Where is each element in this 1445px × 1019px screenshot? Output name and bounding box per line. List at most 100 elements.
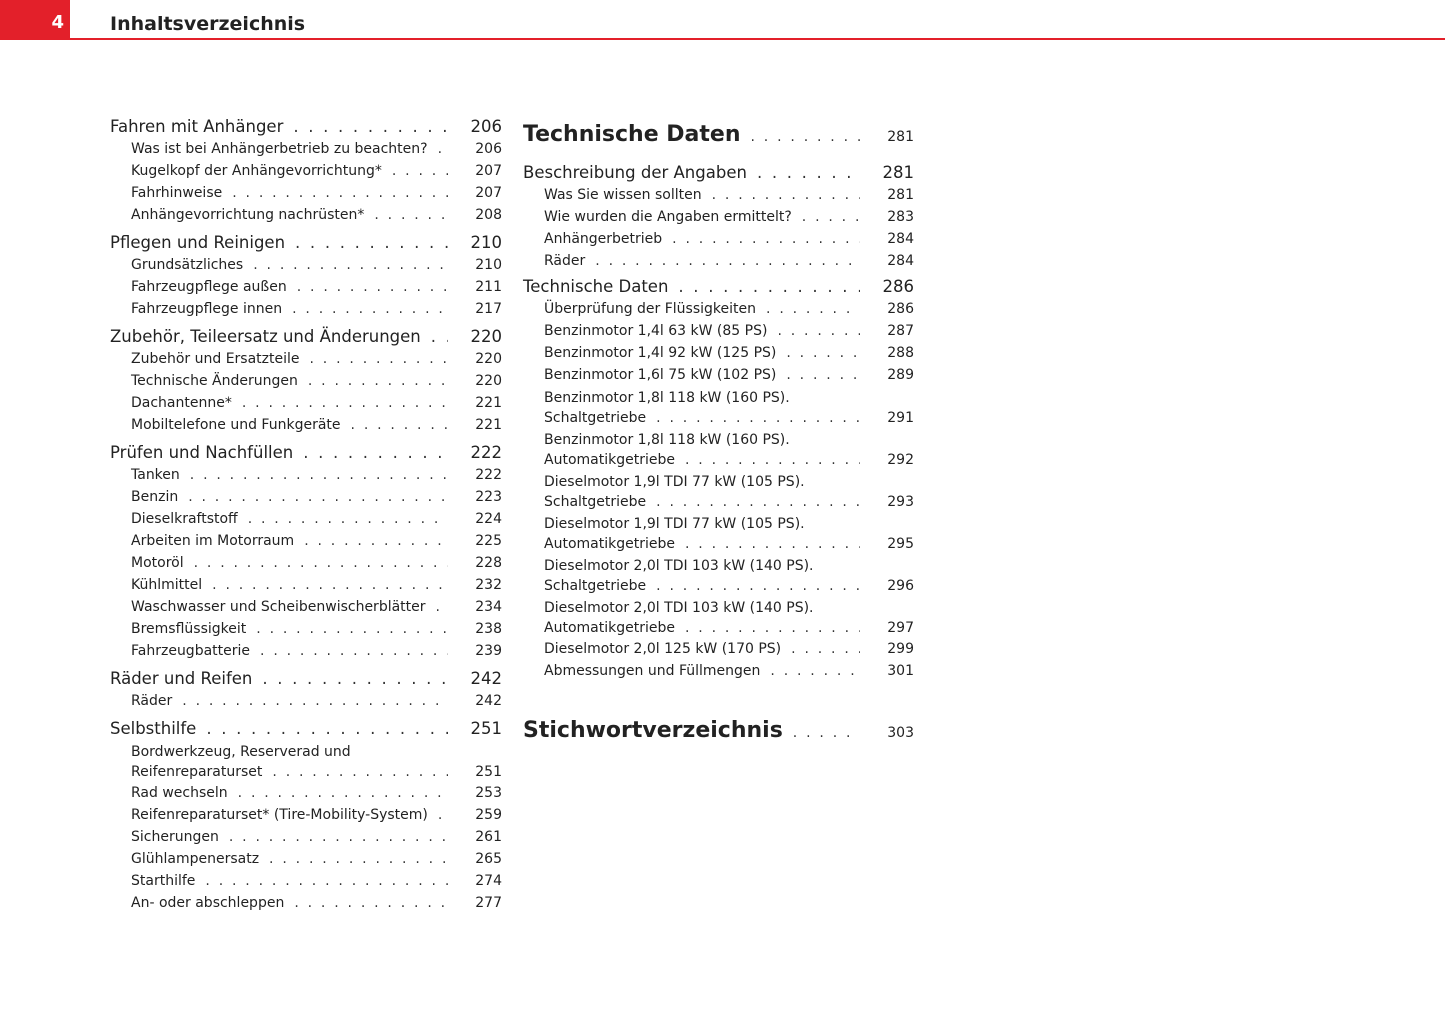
toc-subentry[interactable]: Fahrzeugbatterie 239	[110, 640, 502, 662]
toc-section[interactable]: Beschreibung der Angaben 281	[523, 162, 914, 184]
toc-section[interactable]: Fahren mit Anhänger 206	[110, 116, 502, 138]
entry-page: 207	[475, 185, 502, 201]
entry-page: 228	[475, 555, 502, 571]
entry-title: Automatikgetriebe	[544, 536, 675, 552]
toc-subentry[interactable]: Was Sie wissen sollten 281	[523, 184, 914, 206]
toc-entry[interactable]: Automatikgetriebe 295	[544, 534, 914, 554]
toc-subentry[interactable]: Was ist bei Anhängerbetrieb zu beachten?…	[110, 138, 502, 160]
toc-subentry[interactable]: Dieselmotor 2,0l 125 kW (170 PS) 299	[523, 638, 914, 660]
toc-subentry[interactable]: Fahrzeugpflege außen 211	[110, 276, 502, 298]
toc-subentry[interactable]: Benzinmotor 1,6l 75 kW (102 PS) 289	[523, 364, 914, 386]
toc-subentry[interactable]: Fahrzeugpflege innen 217	[110, 298, 502, 320]
toc-entry[interactable]: Automatikgetriebe 292	[544, 450, 914, 470]
toc-subentry[interactable]: Tanken 222	[110, 464, 502, 486]
toc-entry[interactable]: Schaltgetriebe 293	[544, 492, 914, 512]
entry-title: Wie wurden die Angaben ermittelt?	[544, 209, 792, 225]
entry-title-line1: Dieselmotor 2,0l TDI 103 kW (140 PS).	[544, 558, 814, 574]
toc-entry-multiline: Dieselmotor 2,0l TDI 103 kW (140 PS). Sch…	[523, 557, 914, 596]
dot-leader	[248, 508, 448, 530]
toc-subentry[interactable]: Waschwasser und Scheibenwischerblätter 23…	[110, 596, 502, 618]
toc-subentry[interactable]: Kühlmittel 232	[110, 574, 502, 596]
toc-subentry[interactable]: Glühlampenersatz 265	[110, 848, 502, 870]
entry-title: Fahren mit Anhänger	[110, 117, 284, 136]
toc-subentry[interactable]: Dachantenne* 221	[110, 392, 502, 414]
dot-leader	[685, 618, 860, 638]
entry-page: 286	[887, 301, 914, 317]
toc-subentry[interactable]: Reifenreparaturset* (Tire-Mobility-Syste…	[110, 804, 502, 826]
entry-page: 206	[470, 117, 503, 136]
toc-section[interactable]: Technische Daten 281	[523, 120, 914, 152]
toc-subentry[interactable]: Technische Änderungen 220	[110, 370, 502, 392]
toc-subentry[interactable]: Benzinmotor 1,4l 63 kW (85 PS) 287	[523, 320, 914, 342]
toc-subentry[interactable]: Arbeiten im Motorraum 225	[110, 530, 502, 552]
entry-page: 253	[475, 785, 502, 801]
toc-entry-multiline: Dieselmotor 1,9l TDI 77 kW (105 PS). Auto…	[523, 515, 914, 554]
toc-subentry[interactable]: Kugelkopf der Anhängevorrichtung* 207	[110, 160, 502, 182]
dot-leader	[672, 228, 860, 250]
entry-page: 277	[475, 895, 502, 911]
entry-page: 283	[887, 209, 914, 225]
dot-leader	[438, 138, 448, 160]
toc-section[interactable]: Prüfen und Nachfüllen 222	[110, 442, 502, 464]
toc-subentry[interactable]: Räder 242	[110, 690, 502, 712]
entry-title: Prüfen und Nachfüllen	[110, 443, 294, 462]
toc-subentry[interactable]: Mobiltelefone und Funkgeräte 221	[110, 414, 502, 436]
dot-leader	[292, 298, 448, 320]
toc-section[interactable]: Stichwortverzeichnis 303	[523, 716, 914, 748]
entry-page: 288	[887, 345, 914, 361]
toc-subentry[interactable]: Anhängevorrichtung nachrüsten* 208	[110, 204, 502, 226]
toc-entry[interactable]: Automatikgetriebe 297	[544, 618, 914, 638]
toc-section[interactable]: Zubehör, Teileersatz und Änderungen 220	[110, 326, 502, 348]
toc-subentry[interactable]: Sicherungen 261	[110, 826, 502, 848]
entry-page: 281	[887, 187, 914, 203]
toc-subentry[interactable]: Überprüfung der Flüssigkeiten 286	[523, 298, 914, 320]
entry-title-line1: Dieselmotor 1,9l TDI 77 kW (105 PS).	[544, 516, 805, 532]
dot-leader	[802, 206, 860, 228]
toc-subentry[interactable]: Anhängerbetrieb 284	[523, 228, 914, 250]
dot-leader	[595, 250, 860, 272]
entry-page: 238	[475, 621, 502, 637]
toc-subentry[interactable]: Wie wurden die Angaben ermittelt? 283	[523, 206, 914, 228]
toc-subentry[interactable]: Benzinmotor 1,4l 92 kW (125 PS) 288	[523, 342, 914, 364]
entry-title: Reifenreparaturset	[131, 764, 263, 780]
dot-leader	[678, 276, 860, 298]
entry-title: Räder und Reifen	[110, 669, 253, 688]
toc-entry[interactable]: Schaltgetriebe 291	[544, 408, 914, 428]
toc-subentry[interactable]: Rad wechseln 253	[110, 782, 502, 804]
toc-subentry[interactable]: Grundsätzliches 210	[110, 254, 502, 276]
entry-title-line1: Benzinmotor 1,8l 118 kW (160 PS).	[544, 432, 790, 448]
toc-subentry[interactable]: Zubehör und Ersatzteile 220	[110, 348, 502, 370]
dot-leader	[304, 530, 448, 552]
entry-page: 251	[475, 764, 502, 780]
entry-title: Benzinmotor 1,6l 75 kW (102 PS)	[544, 367, 777, 383]
toc-subentry[interactable]: Räder 284	[523, 250, 914, 272]
toc-subentry[interactable]: Motoröl 228	[110, 552, 502, 574]
entry-title: Was Sie wissen sollten	[544, 187, 702, 203]
dot-leader	[712, 184, 860, 206]
toc-entry[interactable]: Reifenreparaturset 251	[131, 762, 502, 782]
toc-subentry[interactable]: Starthilfe 274	[110, 870, 502, 892]
toc-entry[interactable]: Schaltgetriebe 296	[544, 576, 914, 596]
toc-section[interactable]: Räder und Reifen 242	[110, 668, 502, 690]
entry-title: Benzinmotor 1,4l 63 kW (85 PS)	[544, 323, 768, 339]
entry-title: Pflegen und Reinigen	[110, 233, 286, 252]
toc-subentry[interactable]: Benzin 223	[110, 486, 502, 508]
entry-page: 232	[475, 577, 502, 593]
dot-leader	[656, 408, 860, 428]
entry-title: Schaltgetriebe	[544, 410, 647, 426]
entry-title: Technische Daten	[523, 122, 741, 147]
toc-subentry[interactable]: Fahrhinweise 207	[110, 182, 502, 204]
entry-page: 291	[887, 410, 914, 426]
toc-subentry[interactable]: An- oder abschleppen 277	[110, 892, 502, 914]
toc-subentry[interactable]: Bremsflüssigkeit 238	[110, 618, 502, 640]
entry-title: Anhängerbetrieb	[544, 231, 663, 247]
entry-title: Selbsthilfe	[110, 719, 197, 738]
toc-subentry[interactable]: Abmessungen und Füllmengen 301	[523, 660, 914, 682]
toc-section[interactable]: Selbsthilfe 251	[110, 718, 502, 740]
entry-page: 299	[887, 641, 914, 657]
toc-section[interactable]: Pflegen und Reinigen 210	[110, 232, 502, 254]
toc-entry-multiline: Dieselmotor 1,9l TDI 77 kW (105 PS). Scha…	[523, 473, 914, 512]
toc-subentry[interactable]: Dieselkraftstoff 224	[110, 508, 502, 530]
toc-section[interactable]: Technische Daten 286	[523, 276, 914, 298]
entry-title: Motoröl	[131, 555, 184, 571]
